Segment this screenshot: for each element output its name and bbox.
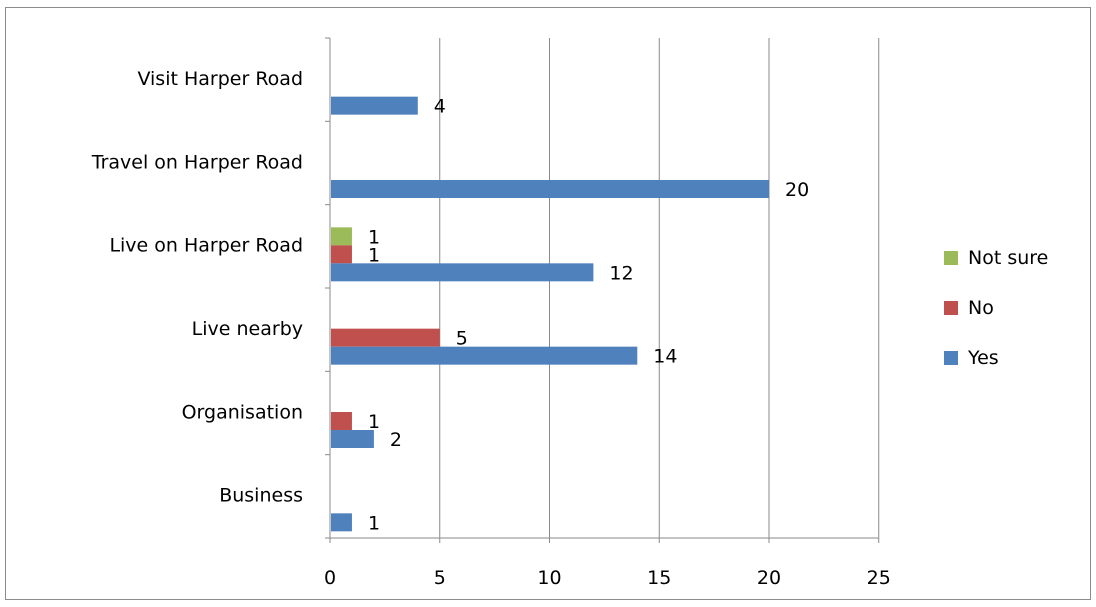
x-tick-label: 0 [324, 567, 336, 589]
bar-no [331, 412, 352, 430]
bar-no [331, 245, 352, 264]
x-tick-label: 20 [757, 567, 781, 589]
category-labels: Visit Harper Road Travel on Harper Road Li… [91, 68, 303, 507]
axes [325, 37, 880, 543]
bars [331, 96, 769, 532]
gridlines [439, 38, 880, 538]
bar-no [331, 328, 440, 347]
legend-label: No [968, 297, 994, 319]
legend: Not sure No Yes [944, 247, 1048, 369]
bar-yes [331, 263, 594, 282]
legend-label: Not sure [968, 247, 1048, 269]
bar-yes [331, 96, 418, 115]
data-label: 20 [785, 179, 809, 201]
category-label: Travel on Harper Road [91, 151, 303, 173]
legend-swatch [944, 251, 958, 265]
tick-labels: 0 5 10 15 20 25 [324, 567, 891, 589]
data-label: 5 [456, 328, 468, 350]
legend-swatch [944, 301, 958, 315]
legend-swatch [944, 351, 958, 365]
category-label: Organisation [182, 401, 303, 423]
x-tick-label: 25 [867, 567, 891, 589]
data-label: 4 [434, 96, 446, 118]
chart-border [5, 7, 1091, 600]
data-label: 1 [368, 512, 380, 534]
x-tick-label: 10 [537, 567, 561, 589]
bar-yes [331, 430, 374, 448]
legend-label: Yes [967, 347, 999, 369]
data-label: 12 [609, 262, 633, 284]
category-label: Live nearby [192, 318, 303, 340]
category-label: Visit Harper Road [137, 68, 303, 90]
category-label: Live on Harper Road [109, 235, 303, 257]
category-label: Business [219, 485, 303, 507]
data-label: 1 [368, 411, 380, 433]
bar-yes [331, 180, 769, 198]
data-label: 1 [368, 244, 380, 266]
bar-yes [331, 346, 638, 365]
data-label: 1 [368, 226, 380, 248]
bar-not-sure [331, 227, 352, 246]
x-tick-label: 15 [647, 567, 671, 589]
data-label: 2 [390, 429, 402, 451]
data-label: 14 [653, 346, 677, 368]
bar-yes [331, 513, 352, 532]
x-tick-label: 5 [434, 567, 446, 589]
